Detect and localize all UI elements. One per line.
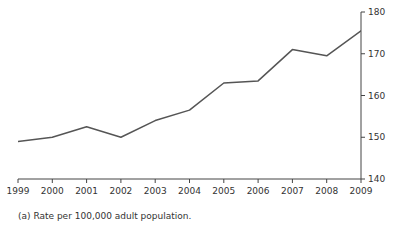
x-tick-label: 1999 [7,186,30,196]
axes: 1999 2000 2001 2002 2003 2004 2005 2006 2007 2008… [7,7,386,196]
y-tick [361,12,365,13]
data-line [18,31,361,142]
x-tick [120,179,121,183]
x-tick [258,179,259,183]
y-tick [361,95,365,96]
chart: 1999 2000 2001 2002 2003 2004 2005 2006 2007 2008… [0,0,397,227]
y-tick [361,53,365,54]
x-tick-label: 2001 [75,186,98,196]
chart-container: 1999 2000 2001 2002 2003 2004 2005 2006 2007 2008… [0,0,397,227]
x-tick [18,179,19,183]
y-tick-label: 180 [368,7,385,17]
y-tick [361,179,365,180]
y-tick-label: 150 [368,132,385,142]
x-tick [326,179,327,183]
x-tick [189,179,190,183]
x-tick-label: 2009 [350,186,373,196]
x-tick-label: 2002 [109,186,132,196]
x-tick-label: 2006 [247,186,270,196]
x-tick-label: 2000 [41,186,64,196]
y-tick-label: 170 [368,49,385,59]
x-tick [292,179,293,183]
x-tick-label: 2007 [281,186,304,196]
footnote: (a) Rate per 100,000 adult population. [18,211,191,221]
x-tick-label: 2005 [212,186,235,196]
y-tick-label: 140 [368,174,385,184]
y-tick [361,137,365,138]
x-tick-label: 2003 [144,186,167,196]
x-tick [361,179,362,183]
x-tick [52,179,53,183]
x-tick [86,179,87,183]
y-tick-label: 160 [368,91,385,101]
x-tick [155,179,156,183]
x-tick-label: 2004 [178,186,201,196]
plot-area [18,31,361,142]
x-tick [223,179,224,183]
x-tick-label: 2008 [315,186,338,196]
